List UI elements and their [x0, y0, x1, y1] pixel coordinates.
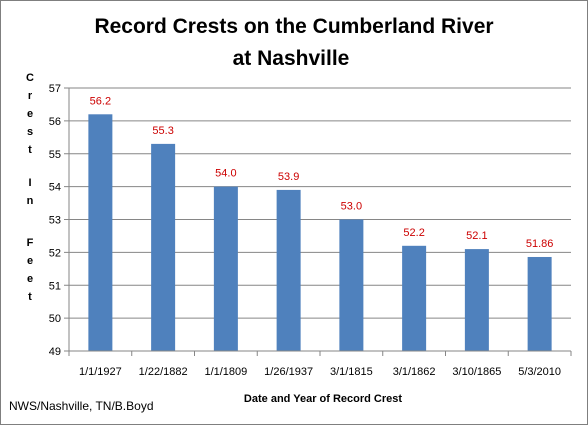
chart-title-line-1: Record Crests on the Cumberland River — [94, 15, 493, 38]
y-axis-label-letter: e — [27, 273, 33, 285]
data-labels: 56.2 55.3 54.0 53.9 53.0 52.2 52.1 51.86 — [90, 95, 554, 250]
data-label: 55.3 — [152, 125, 173, 137]
y-tick-label: 54 — [49, 182, 61, 194]
data-label: 52.1 — [466, 230, 487, 242]
credit-text: NWS/Nashville, TN/B.Boyd — [9, 399, 154, 413]
y-axis-label-letter: n — [27, 195, 34, 207]
y-tick-label: 55 — [49, 149, 61, 161]
x-axis-ticks: 1/1/1927 1/22/1882 1/1/1809 1/26/1937 3/1/18… — [68, 351, 572, 378]
y-axis-label-letter: F — [27, 237, 34, 249]
data-label: 56.2 — [90, 95, 111, 107]
y-axis-label-letter: s — [27, 126, 33, 138]
data-label: 53.0 — [341, 201, 362, 213]
y-axis-label-letter: e — [27, 108, 33, 120]
x-tick-label: 3/1/1815 — [330, 366, 373, 378]
bar — [213, 186, 238, 351]
x-tick-label: 1/1/1809 — [204, 366, 247, 378]
x-tick-label: 3/10/1865 — [452, 366, 501, 378]
x-tick-label: 3/1/1862 — [393, 366, 436, 378]
y-axis-label-letter: t — [28, 144, 32, 156]
data-label: 51.86 — [526, 238, 554, 250]
bar — [339, 219, 364, 351]
x-tick-label: 1/22/1882 — [139, 366, 188, 378]
y-tick-label: 50 — [49, 313, 61, 325]
y-axis-ticks: 49 50 51 52 53 54 55 56 57 — [49, 83, 69, 358]
bar — [464, 249, 489, 351]
data-label: 52.2 — [403, 227, 424, 239]
chart-title-line-2: at Nashville — [233, 47, 350, 70]
y-axis-label-letter: r — [28, 90, 33, 102]
x-tick-label: 1/1/1927 — [79, 366, 122, 378]
y-axis-label-letter: t — [28, 291, 32, 303]
bar — [88, 114, 113, 351]
data-label: 53.9 — [278, 171, 299, 183]
axes — [68, 88, 571, 352]
bar — [276, 189, 301, 351]
bar — [527, 256, 552, 351]
x-axis-label: Date and Year of Record Crest — [244, 393, 402, 405]
y-tick-label: 53 — [49, 215, 61, 227]
y-axis-label-letter: I — [28, 177, 31, 189]
y-tick-label: 56 — [49, 116, 61, 128]
y-tick-label: 51 — [49, 280, 61, 292]
bar — [402, 245, 427, 351]
bar — [151, 143, 176, 351]
y-tick-label: 57 — [49, 83, 61, 95]
bars — [88, 114, 552, 351]
x-tick-label: 1/26/1937 — [264, 366, 313, 378]
y-axis-label-letter: C — [26, 72, 34, 84]
y-tick-label: 49 — [49, 346, 61, 358]
y-axis-label-letter: e — [27, 255, 33, 267]
x-tick-label: 5/3/2010 — [518, 366, 561, 378]
data-label: 54.0 — [215, 168, 236, 180]
y-tick-label: 52 — [49, 247, 61, 259]
gridlines — [69, 87, 571, 319]
